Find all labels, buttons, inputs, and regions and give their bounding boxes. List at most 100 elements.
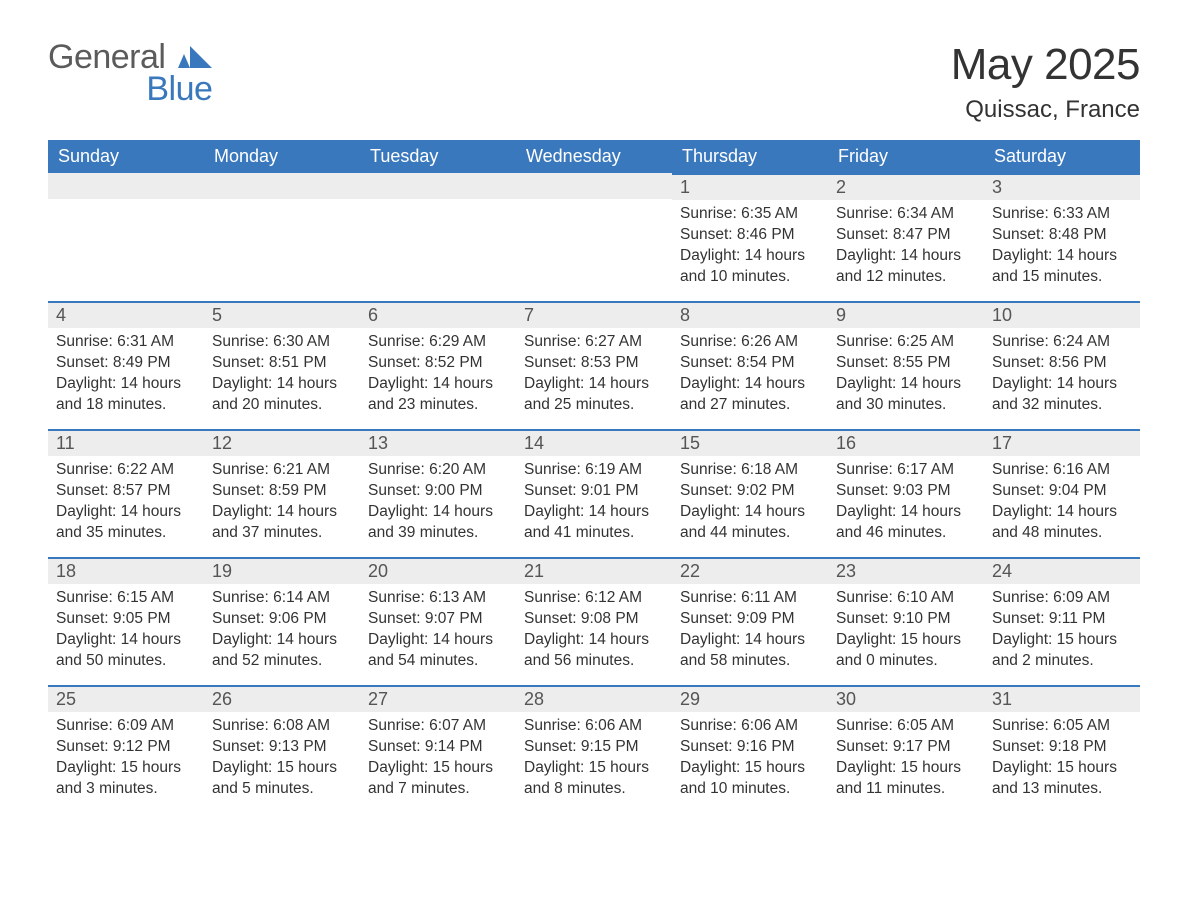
calendar-cell: 16Sunrise: 6:17 AMSunset: 9:03 PMDayligh…: [828, 429, 984, 557]
daylight-line: Daylight: 14 hours and 44 minutes.: [680, 502, 820, 544]
sunset-label: Sunset:: [992, 226, 1049, 243]
sunrise-value: 6:06 AM: [741, 717, 798, 734]
sunset-value: 8:46 PM: [737, 226, 795, 243]
weekday-header: Thursday: [672, 140, 828, 173]
daylight-label: Daylight:: [368, 631, 433, 648]
day-details: Sunrise: 6:16 AMSunset: 9:04 PMDaylight:…: [984, 456, 1140, 552]
sunrise-line: Sunrise: 6:20 AM: [368, 460, 508, 481]
sunset-label: Sunset:: [56, 738, 113, 755]
daylight-line: Daylight: 14 hours and 35 minutes.: [56, 502, 196, 544]
sunrise-label: Sunrise:: [56, 717, 117, 734]
day-number: 16: [828, 429, 984, 456]
calendar-cell: 3Sunrise: 6:33 AMSunset: 8:48 PMDaylight…: [984, 173, 1140, 301]
sunset-line: Sunset: 9:13 PM: [212, 737, 352, 758]
sunset-value: 9:03 PM: [893, 482, 951, 499]
location: Quissac, France: [951, 96, 1140, 124]
sunrise-line: Sunrise: 6:10 AM: [836, 588, 976, 609]
day-number: 10: [984, 301, 1140, 328]
daylight-label: Daylight:: [836, 759, 901, 776]
daylight-label: Daylight:: [524, 503, 589, 520]
sunset-line: Sunset: 9:04 PM: [992, 481, 1132, 502]
sunrise-value: 6:05 AM: [1053, 717, 1110, 734]
daylight-label: Daylight:: [992, 247, 1057, 264]
sunrise-label: Sunrise:: [368, 333, 429, 350]
sunset-line: Sunset: 9:02 PM: [680, 481, 820, 502]
daylight-line: Daylight: 15 hours and 7 minutes.: [368, 758, 508, 800]
day-details: Sunrise: 6:19 AMSunset: 9:01 PMDaylight:…: [516, 456, 672, 552]
calendar-week: 25Sunrise: 6:09 AMSunset: 9:12 PMDayligh…: [48, 685, 1140, 813]
sunset-line: Sunset: 9:07 PM: [368, 609, 508, 630]
sunrise-label: Sunrise:: [680, 461, 741, 478]
day-number: 3: [984, 173, 1140, 200]
daylight-label: Daylight:: [836, 247, 901, 264]
sunrise-line: Sunrise: 6:16 AM: [992, 460, 1132, 481]
sunset-label: Sunset:: [56, 354, 113, 371]
calendar-cell: [360, 173, 516, 301]
calendar-cell: 9Sunrise: 6:25 AMSunset: 8:55 PMDaylight…: [828, 301, 984, 429]
sunset-value: 9:18 PM: [1049, 738, 1107, 755]
sunrise-value: 6:10 AM: [897, 589, 954, 606]
weekday-header: Saturday: [984, 140, 1140, 173]
sunrise-line: Sunrise: 6:09 AM: [56, 716, 196, 737]
sunrise-line: Sunrise: 6:17 AM: [836, 460, 976, 481]
day-number: 7: [516, 301, 672, 328]
daylight-label: Daylight:: [680, 631, 745, 648]
empty-day-header: [48, 173, 204, 199]
daylight-label: Daylight:: [836, 375, 901, 392]
sunset-label: Sunset:: [836, 738, 893, 755]
empty-day-header: [360, 173, 516, 199]
sunset-label: Sunset:: [368, 482, 425, 499]
day-details: Sunrise: 6:18 AMSunset: 9:02 PMDaylight:…: [672, 456, 828, 552]
sunrise-value: 6:34 AM: [897, 205, 954, 222]
sunrise-label: Sunrise:: [56, 589, 117, 606]
sunrise-value: 6:12 AM: [585, 589, 642, 606]
calendar-cell: 30Sunrise: 6:05 AMSunset: 9:17 PMDayligh…: [828, 685, 984, 813]
day-number: 11: [48, 429, 204, 456]
day-details: Sunrise: 6:12 AMSunset: 9:08 PMDaylight:…: [516, 584, 672, 680]
day-number: 5: [204, 301, 360, 328]
sunrise-label: Sunrise:: [680, 205, 741, 222]
sunset-label: Sunset:: [368, 610, 425, 627]
day-details: Sunrise: 6:26 AMSunset: 8:54 PMDaylight:…: [672, 328, 828, 424]
daylight-line: Daylight: 15 hours and 13 minutes.: [992, 758, 1132, 800]
daylight-line: Daylight: 14 hours and 20 minutes.: [212, 374, 352, 416]
sunrise-line: Sunrise: 6:08 AM: [212, 716, 352, 737]
sunset-label: Sunset:: [212, 354, 269, 371]
sunrise-label: Sunrise:: [836, 333, 897, 350]
sunrise-value: 6:13 AM: [429, 589, 486, 606]
sunrise-label: Sunrise:: [992, 333, 1053, 350]
sunset-value: 9:14 PM: [425, 738, 483, 755]
daylight-line: Daylight: 14 hours and 37 minutes.: [212, 502, 352, 544]
sunset-label: Sunset:: [368, 354, 425, 371]
sunset-line: Sunset: 8:47 PM: [836, 225, 976, 246]
day-number: 6: [360, 301, 516, 328]
day-number: 31: [984, 685, 1140, 712]
sunrise-line: Sunrise: 6:21 AM: [212, 460, 352, 481]
weekday-header: Friday: [828, 140, 984, 173]
daylight-label: Daylight:: [212, 375, 277, 392]
daylight-line: Daylight: 14 hours and 48 minutes.: [992, 502, 1132, 544]
day-details: Sunrise: 6:24 AMSunset: 8:56 PMDaylight:…: [984, 328, 1140, 424]
sunrise-value: 6:25 AM: [897, 333, 954, 350]
day-details: Sunrise: 6:06 AMSunset: 9:16 PMDaylight:…: [672, 712, 828, 808]
sunrise-value: 6:22 AM: [117, 461, 174, 478]
sunset-value: 9:10 PM: [893, 610, 951, 627]
daylight-label: Daylight:: [992, 759, 1057, 776]
daylight-label: Daylight:: [56, 759, 121, 776]
daylight-label: Daylight:: [992, 503, 1057, 520]
sunrise-value: 6:26 AM: [741, 333, 798, 350]
sunset-value: 8:51 PM: [269, 354, 327, 371]
sunrise-line: Sunrise: 6:24 AM: [992, 332, 1132, 353]
calendar-week: 1Sunrise: 6:35 AMSunset: 8:46 PMDaylight…: [48, 173, 1140, 301]
daylight-label: Daylight:: [992, 375, 1057, 392]
day-number: 9: [828, 301, 984, 328]
sunset-value: 9:05 PM: [113, 610, 171, 627]
sunset-label: Sunset:: [836, 226, 893, 243]
sunrise-value: 6:21 AM: [273, 461, 330, 478]
sunset-label: Sunset:: [992, 354, 1049, 371]
sunset-label: Sunset:: [212, 482, 269, 499]
calendar-cell: 31Sunrise: 6:05 AMSunset: 9:18 PMDayligh…: [984, 685, 1140, 813]
day-number: 2: [828, 173, 984, 200]
day-details: Sunrise: 6:27 AMSunset: 8:53 PMDaylight:…: [516, 328, 672, 424]
sunrise-label: Sunrise:: [836, 589, 897, 606]
